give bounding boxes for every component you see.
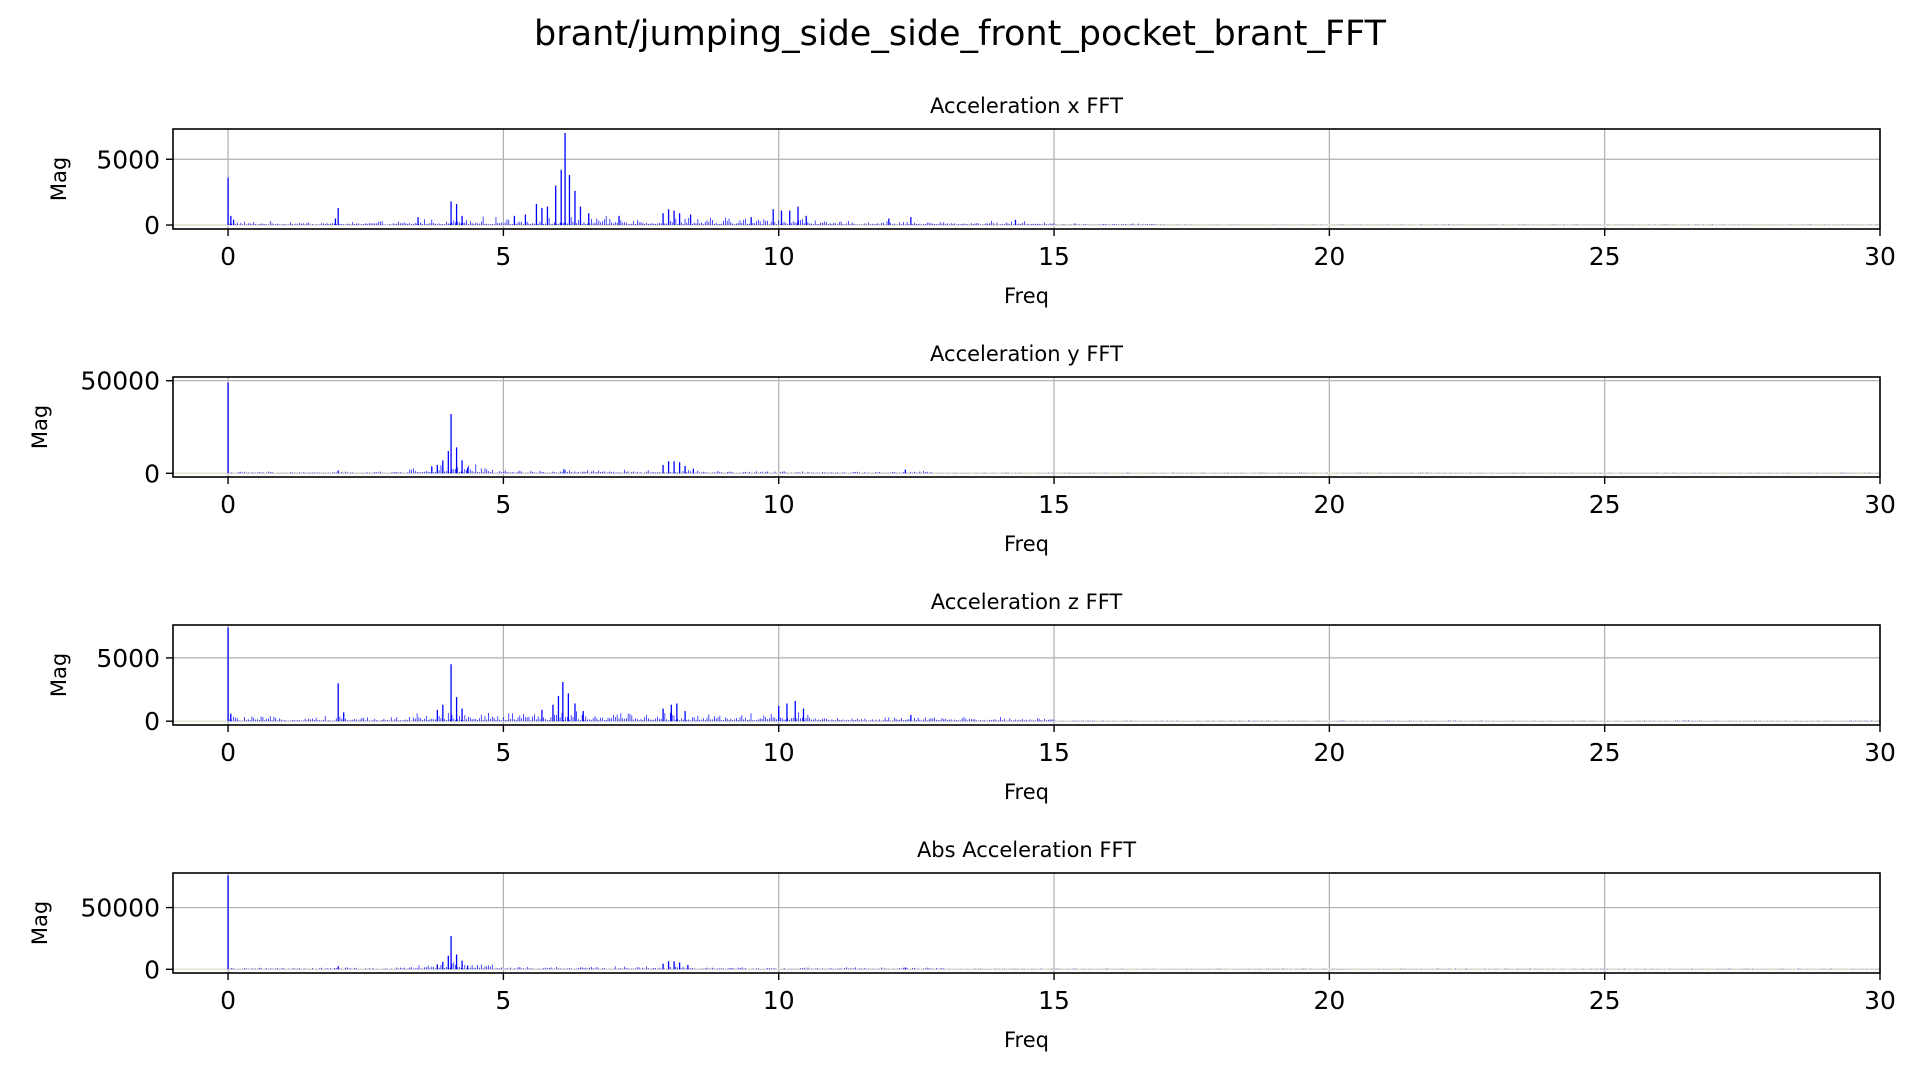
y-tick-label: 50000 <box>80 367 160 396</box>
subplot-title: Acceleration x FFT <box>930 94 1123 118</box>
y-axis-label: Mag <box>47 157 71 201</box>
y-tick-label: 50000 <box>80 894 160 923</box>
y-tick-label: 0 <box>144 211 160 240</box>
x-tick-label: 30 <box>1864 738 1896 767</box>
x-tick-label: 5 <box>495 986 511 1015</box>
subplot-title: Acceleration y FFT <box>930 342 1123 366</box>
x-tick-label: 20 <box>1313 490 1345 519</box>
subplot-title: Abs Acceleration FFT <box>917 838 1136 862</box>
axes-frame <box>172 128 1881 230</box>
y-tick-label: 0 <box>144 955 160 984</box>
series-fft <box>173 875 1880 971</box>
x-axis-label: Freq <box>1004 1028 1049 1052</box>
series-fft <box>173 627 1880 723</box>
x-tick-label: 10 <box>763 986 795 1015</box>
axes-frame <box>172 872 1881 974</box>
x-tick-label: 5 <box>495 738 511 767</box>
axes-frame <box>172 624 1881 726</box>
axes-frame <box>172 376 1881 478</box>
y-axis-label: Mag <box>28 405 52 449</box>
x-tick-label: 30 <box>1864 490 1896 519</box>
x-tick-label: 15 <box>1038 738 1070 767</box>
y-tick-label: 5000 <box>96 644 160 673</box>
x-tick-label: 25 <box>1589 738 1621 767</box>
x-tick-label: 25 <box>1589 986 1621 1015</box>
y-axis-label: Mag <box>28 901 52 945</box>
x-tick-label: 10 <box>763 242 795 271</box>
x-tick-label: 20 <box>1313 738 1345 767</box>
x-tick-label: 15 <box>1038 242 1070 271</box>
subplot-4: 0 5 10 15 20 25 30 0 50000 Abs Acceleration FFT Fr… <box>28 838 1896 1052</box>
subplot-1: 0 5 10 15 20 25 30 0 5000 Acceleration x FFT Freq M… <box>47 94 1896 308</box>
x-tick-label: 5 <box>495 242 511 271</box>
x-tick-label: 30 <box>1864 986 1896 1015</box>
x-axis-label: Freq <box>1004 284 1049 308</box>
x-tick-label: 30 <box>1864 242 1896 271</box>
x-tick-label: 0 <box>220 490 236 519</box>
x-tick-label: 25 <box>1589 490 1621 519</box>
subplot-title: Acceleration z FFT <box>931 590 1123 614</box>
figure-title: brant/jumping_side_side_front_pocket_bra… <box>534 14 1386 54</box>
y-tick-label: 5000 <box>96 145 160 174</box>
x-tick-label: 0 <box>220 242 236 271</box>
x-tick-label: 10 <box>763 738 795 767</box>
subplot-3: 0 5 10 15 20 25 30 0 5000 Acceleration z FFT Freq M… <box>47 590 1896 804</box>
x-tick-label: 10 <box>763 490 795 519</box>
y-tick-label: 0 <box>144 459 160 488</box>
x-tick-label: 15 <box>1038 490 1070 519</box>
x-tick-label: 20 <box>1313 242 1345 271</box>
subplot-2: 0 5 10 15 20 25 30 0 50000 Acceleration y FFT Freq… <box>28 342 1896 556</box>
series-fft <box>173 382 1880 475</box>
x-axis-label: Freq <box>1004 780 1049 804</box>
x-tick-label: 0 <box>220 738 236 767</box>
x-tick-label: 25 <box>1589 242 1621 271</box>
x-axis-label: Freq <box>1004 532 1049 556</box>
x-tick-label: 20 <box>1313 986 1345 1015</box>
x-tick-label: 0 <box>220 986 236 1015</box>
y-axis-label: Mag <box>47 653 71 697</box>
y-tick-label: 0 <box>144 707 160 736</box>
series-fft <box>173 132 1880 227</box>
x-tick-label: 15 <box>1038 986 1070 1015</box>
x-tick-label: 5 <box>495 490 511 519</box>
